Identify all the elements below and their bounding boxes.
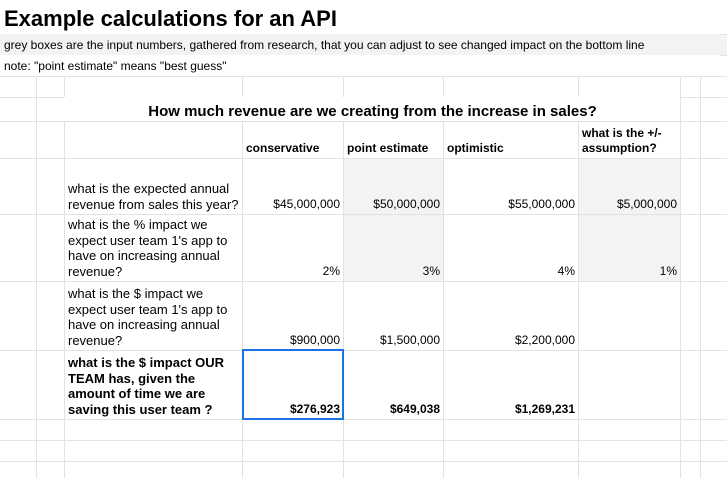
note: note: "point estimate" means "best guess… xyxy=(0,55,720,76)
row-label: what is the $ impact OUR TEAM has, given… xyxy=(68,355,225,417)
note: grey boxes are the input numbers, gather… xyxy=(0,34,720,55)
column-header: point estimate xyxy=(347,141,429,155)
value-cell: $649,038 xyxy=(389,401,440,416)
value-cell: $900,000 xyxy=(289,332,340,347)
value-cell: 2% xyxy=(322,263,340,278)
row-line xyxy=(0,281,727,282)
value-cell: 4% xyxy=(557,263,575,278)
col-line xyxy=(64,76,65,478)
value-cell: $50,000,000 xyxy=(373,196,440,211)
col-line xyxy=(680,0,681,478)
row-line xyxy=(0,461,727,462)
input-cell-fill xyxy=(578,214,680,281)
value-cell: 3% xyxy=(422,263,440,278)
selection-box[interactable] xyxy=(242,349,344,420)
sheet-title: Example calculations for an API xyxy=(0,0,727,34)
row-line xyxy=(0,121,727,122)
column-header: optimistic xyxy=(447,141,504,155)
input-cell-fill xyxy=(578,158,680,214)
value-cell: $1,269,231 xyxy=(514,401,575,416)
col-line xyxy=(242,76,243,478)
col-line xyxy=(700,0,701,478)
column-header: what is the +/- assumption? xyxy=(582,126,662,155)
row-label: what is the $ impact we expect user team… xyxy=(68,286,228,348)
row-line xyxy=(0,419,727,420)
value-cell: $276,923 xyxy=(289,401,340,416)
col-line xyxy=(343,76,344,478)
input-cell-fill xyxy=(343,158,443,214)
row-line xyxy=(0,214,727,215)
value-cell: 1% xyxy=(659,263,677,278)
column-header: conservative xyxy=(246,141,320,155)
col-line xyxy=(36,76,37,478)
input-cell-fill xyxy=(343,214,443,281)
row-label: what is the % impact we expect user team… xyxy=(68,217,228,279)
table-title: How much revenue are we creating from th… xyxy=(64,97,680,121)
col-line xyxy=(578,76,579,478)
row-line xyxy=(0,350,727,351)
col-line xyxy=(443,76,444,478)
value-cell: $5,000,000 xyxy=(616,196,677,211)
value-cell: $55,000,000 xyxy=(508,196,575,211)
row-label: what is the expected annual revenue from… xyxy=(68,181,239,212)
row-line xyxy=(0,158,727,159)
row-line xyxy=(0,76,727,77)
row-line xyxy=(0,440,727,441)
value-cell: $45,000,000 xyxy=(273,196,340,211)
value-cell: $2,200,000 xyxy=(514,332,575,347)
value-cell: $1,500,000 xyxy=(379,332,440,347)
